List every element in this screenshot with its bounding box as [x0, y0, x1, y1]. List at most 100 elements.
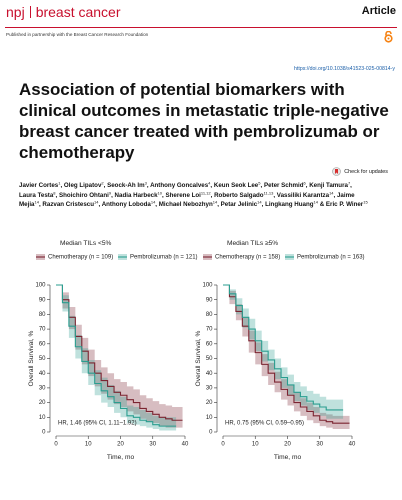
y-tick-label: 30 — [206, 385, 213, 391]
check-updates[interactable]: Check for updates — [332, 167, 388, 176]
author-affiliation: 14 — [329, 190, 334, 196]
author-affiliation: 10 — [157, 190, 162, 196]
panel-title: Median TILs ≥5% — [227, 240, 278, 247]
author-affiliation: 14 — [257, 199, 262, 205]
author-name: Jaime Mejia — [19, 191, 355, 209]
author-separator: , — [305, 182, 308, 189]
y-tick-label: 0 — [42, 430, 46, 436]
x-tick-label: 10 — [252, 442, 259, 448]
y-tick-label: 50 — [39, 356, 46, 362]
author-name: Vassiliki Karantza — [276, 191, 330, 199]
author-name: Roberto Salgado — [214, 191, 264, 199]
journal-name: breast cancer — [35, 4, 121, 20]
open-access-icon — [384, 31, 393, 43]
author-name: Seock-Ah Im — [107, 182, 145, 189]
author-separator: , — [98, 201, 101, 209]
y-tick-label: 60 — [206, 341, 213, 347]
author-affiliation: 14 — [212, 199, 218, 205]
author-separator: , — [103, 182, 106, 189]
author-separator: , — [350, 182, 352, 189]
legend-label: Pembrolizumab (n = 121) — [130, 255, 198, 261]
author-affiliation: 2 — [101, 180, 104, 186]
y-tick-label: 30 — [39, 385, 46, 391]
y-tick-label: 90 — [39, 297, 46, 303]
author-affiliation: 9 — [108, 190, 112, 196]
author-affiliation: 14 — [34, 199, 39, 205]
x-tick-label: 40 — [349, 442, 356, 448]
y-tick-label: 10 — [206, 415, 213, 421]
survival-curve — [56, 284, 177, 427]
x-tick-label: 40 — [182, 442, 189, 448]
y-tick-label: 10 — [39, 415, 46, 421]
y-tick-label: 80 — [206, 312, 213, 318]
journal-brand: npj breast cancer — [6, 4, 121, 20]
author-name: Kenji Tamura — [309, 182, 348, 189]
author-affiliation: 7 — [347, 180, 351, 186]
author-separator: , — [38, 201, 41, 209]
author-separator: , — [333, 191, 336, 199]
author-name: Sherene Loi — [165, 191, 201, 199]
author-name: Peter Schmid — [263, 182, 304, 189]
author-name: Lingkang Huang — [265, 201, 314, 209]
author-affiliation: 14 — [150, 199, 156, 205]
author-list: Javier Cortes1, Oleg Lipatov2, Seock-Ah … — [19, 181, 369, 210]
author-name: Javier Cortes — [19, 182, 59, 189]
author-affiliation: 5 — [258, 180, 261, 186]
check-updates-text: Check for updates — [344, 168, 388, 175]
article-title: Association of potential biomarkers with… — [19, 80, 389, 162]
x-tick-label: 20 — [117, 442, 124, 448]
author-name: Razvan Cristescu — [42, 201, 94, 209]
y-tick-label: 0 — [209, 430, 213, 436]
y-tick-label: 90 — [206, 297, 213, 303]
author-name: Michael Nebozhyn — [158, 201, 213, 209]
author-affiliation: 3 — [144, 180, 147, 186]
y-tick-label: 40 — [39, 371, 46, 377]
author-name: Petar Jelinic — [220, 201, 258, 209]
author-name: Oleg Lipatov — [63, 182, 102, 189]
y-tick-label: 60 — [39, 341, 46, 347]
author-separator: , — [55, 191, 58, 199]
author-separator: , — [261, 201, 264, 209]
author-name: Laura Testa — [19, 191, 54, 199]
author-separator: , — [60, 182, 63, 189]
author-separator: , — [155, 201, 158, 209]
y-tick-label: 80 — [39, 312, 46, 318]
x-tick-label: 30 — [316, 442, 323, 448]
author-separator: , — [146, 182, 149, 189]
x-axis-title: Time, mo — [274, 454, 302, 461]
author-separator: & — [317, 201, 325, 209]
header-rule — [5, 27, 397, 29]
author-separator: , — [273, 191, 276, 199]
y-axis-title: Overall Survival, % — [28, 331, 35, 387]
author-separator: , — [210, 191, 213, 199]
x-tick-label: 0 — [54, 442, 58, 448]
doi-link[interactable]: https://doi.org/10.1038/s41523-025-00814… — [294, 66, 395, 72]
legend-label: Chemotherapy (n = 109) — [48, 255, 113, 261]
y-tick-label: 70 — [206, 327, 213, 333]
check-updates-icon — [332, 167, 342, 176]
journal-prefix: npj — [6, 4, 25, 20]
y-tick-label: 20 — [39, 400, 46, 406]
author-affiliation: 6 — [303, 180, 306, 186]
hazard-ratio: HR, 1.46 (95% CI, 1.11–1.92) — [58, 421, 137, 427]
article-type: Article — [361, 5, 396, 17]
legend-label: Chemotherapy (n = 158) — [215, 255, 280, 261]
x-axis-title: Time, mo — [107, 454, 135, 461]
y-tick-label: 40 — [206, 371, 213, 377]
x-tick-label: 10 — [85, 442, 92, 448]
x-tick-label: 0 — [221, 442, 225, 448]
y-tick-label: 100 — [35, 283, 46, 289]
author-separator: , — [162, 191, 164, 199]
survival-curve — [223, 284, 350, 424]
author-name: Nadia Harbeck — [114, 191, 158, 199]
y-tick-label: 100 — [202, 283, 213, 289]
ci-band — [223, 285, 344, 419]
author-separator: , — [217, 201, 219, 209]
author-affiliation: 1 — [58, 180, 61, 186]
y-axis-title: Overall Survival, % — [195, 331, 202, 387]
author-affiliation: 14 — [313, 199, 318, 205]
author-affiliation: 8 — [53, 190, 56, 196]
author-name: Shoichiro Ohtani — [58, 191, 109, 199]
